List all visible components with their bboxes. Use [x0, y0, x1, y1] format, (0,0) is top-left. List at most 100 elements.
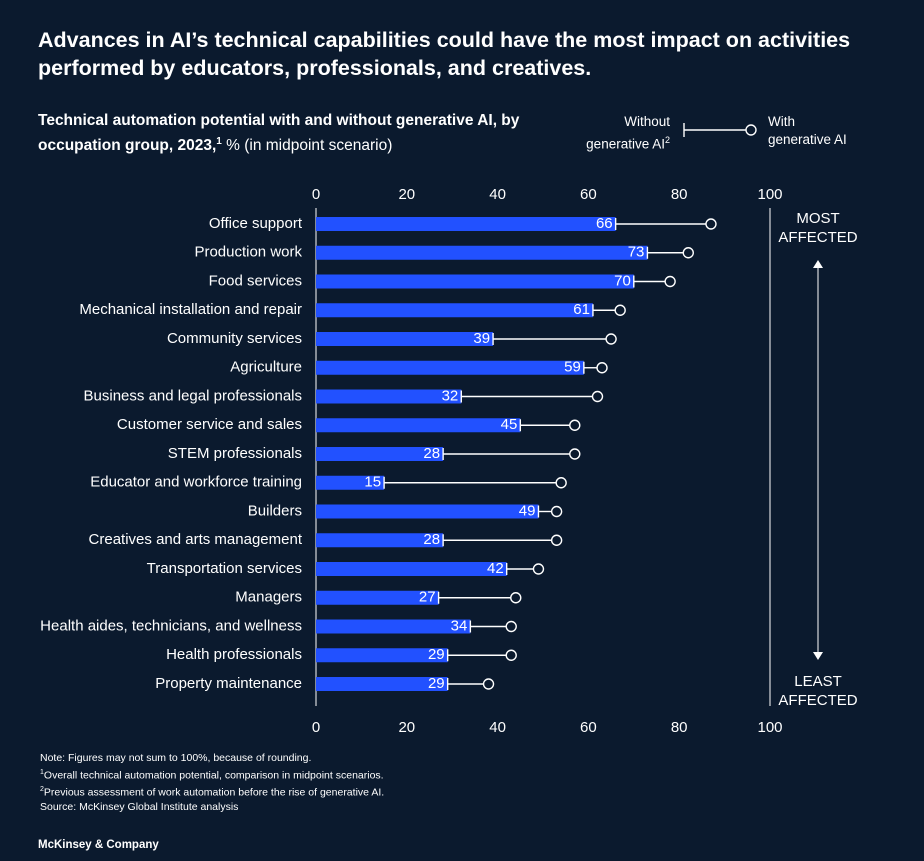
- bar-without-genai: [316, 648, 448, 663]
- value-label: 49: [519, 502, 536, 519]
- category-label: Customer service and sales: [117, 416, 302, 433]
- with-genai-circle: [682, 247, 694, 259]
- with-genai-circle: [705, 218, 717, 230]
- headline: Advances in AI’s technical capabilities …: [38, 28, 851, 80]
- with-genai-circle: [510, 592, 522, 604]
- chart-row: STEM professionals 28: [168, 445, 581, 462]
- bar-without-genai: [316, 677, 448, 691]
- x-tick-top-0: 0: [312, 186, 320, 203]
- with-genai-circle: [591, 390, 604, 403]
- legend-without-line2: generative AI: [586, 136, 665, 152]
- value-label: 59: [564, 359, 581, 376]
- value-label: 28: [423, 445, 440, 462]
- arrow-down-icon: [813, 652, 823, 660]
- legend-symbol: [683, 123, 757, 137]
- category-label: Office support: [209, 215, 303, 232]
- bar-without-genai: [316, 533, 444, 548]
- x-tick-bottom-0: 0: [312, 719, 320, 736]
- bar-without-genai: [316, 360, 584, 375]
- footnotes: Note: Figures may not sum to 100%, becau…: [40, 751, 640, 814]
- value-label: 34: [451, 617, 468, 634]
- brand-name: McKinsey & Company: [38, 839, 159, 851]
- category-label: Production work: [194, 244, 302, 261]
- affected-indicator: MOST AFFECTED LEAST AFFECTED: [778, 210, 857, 709]
- with-genai-circle: [550, 534, 563, 546]
- category-label: Transportation services: [147, 560, 302, 577]
- value-label: 45: [501, 416, 518, 433]
- with-genai-circle: [505, 649, 517, 661]
- most-affected-label: AFFECTED: [778, 229, 857, 246]
- category-label: Health aides, technicians, and wellness: [40, 617, 302, 634]
- value-label: 70: [614, 272, 631, 289]
- top-axis: 0 20 40 60 80 100: [312, 186, 783, 203]
- category-label: Managers: [235, 589, 302, 606]
- value-label: 28: [423, 531, 440, 548]
- value-label: 39: [473, 330, 490, 347]
- category-label: STEM professionals: [168, 445, 302, 462]
- x-tick-bottom-80: 80: [671, 719, 688, 736]
- footnote-2: Previous assessment of work automation b…: [43, 786, 385, 798]
- category-label: Business and legal professionals: [84, 387, 302, 404]
- value-label: 32: [442, 387, 459, 404]
- arrow-up-icon: [813, 260, 823, 268]
- with-genai-circle: [505, 620, 517, 633]
- subtitle-footnote-marker: 1: [216, 136, 222, 147]
- bar-without-genai: [316, 274, 634, 289]
- bar-without-genai: [316, 332, 494, 346]
- bar-without-genai: [316, 619, 471, 634]
- with-genai-circle: [664, 275, 676, 288]
- category-label: Mechanical installation and repair: [79, 301, 302, 318]
- x-tick-top-100: 100: [757, 186, 782, 203]
- least-affected-label: AFFECTED: [778, 692, 857, 709]
- bar-without-genai: [316, 389, 462, 404]
- footnote-1: Overall technical automation potential, …: [43, 769, 384, 781]
- chart-row: Builders 49: [248, 502, 563, 519]
- chart-row: Managers 27: [235, 589, 522, 606]
- with-genai-circle: [596, 362, 608, 374]
- value-label: 61: [573, 301, 590, 318]
- value-label: 27: [419, 589, 436, 606]
- legend-with-line2: generative AI: [768, 132, 847, 147]
- with-genai-circle: [569, 419, 581, 431]
- x-tick-top-80: 80: [671, 186, 688, 203]
- x-tick-bottom-60: 60: [580, 719, 597, 736]
- chart-row: Business and legal professionals 32: [84, 387, 604, 404]
- chart-row: Property maintenance 29: [155, 675, 495, 692]
- category-label: Property maintenance: [155, 675, 302, 692]
- bar-without-genai: [316, 447, 444, 461]
- bar-without-genai: [316, 217, 616, 231]
- with-genai-circle: [532, 563, 545, 575]
- bar-without-genai: [316, 418, 521, 433]
- x-tick-bottom-100: 100: [757, 719, 782, 736]
- chart-row: Office support 66: [209, 215, 717, 232]
- x-tick-bottom-40: 40: [489, 719, 506, 736]
- legend-with-circle: [745, 124, 757, 136]
- least-affected-label: LEAST: [794, 673, 842, 690]
- value-label: 73: [628, 244, 645, 261]
- legend-without-line1: Without: [624, 114, 670, 129]
- category-label: Agriculture: [230, 359, 302, 376]
- chart-rows: Office support 66 Production work 73 Food se…: [40, 215, 717, 692]
- bar-without-genai: [316, 590, 439, 605]
- value-label: 42: [487, 560, 504, 577]
- category-label: Builders: [248, 502, 302, 519]
- subtitle-unit: % (in midpoint scenario): [221, 137, 393, 155]
- x-tick-top-40: 40: [489, 186, 506, 203]
- with-genai-circle: [605, 333, 617, 345]
- bar-without-genai: [316, 303, 593, 318]
- bar-without-genai: [316, 562, 507, 576]
- chart-row: Community services 39: [167, 330, 617, 347]
- with-genai-circle: [482, 678, 495, 690]
- category-label: Creatives and arts management: [89, 531, 303, 548]
- with-genai-circle: [614, 304, 626, 316]
- bar-without-genai: [316, 245, 648, 260]
- chart-row: Customer service and sales 45: [117, 416, 581, 433]
- chart-row: Health aides, technicians, and wellness 3…: [40, 617, 517, 634]
- value-label: 66: [596, 215, 613, 232]
- value-label: 29: [428, 675, 445, 692]
- value-label: 29: [428, 646, 445, 663]
- footnote-2-marker: 2: [40, 785, 44, 793]
- with-genai-circle: [555, 477, 567, 489]
